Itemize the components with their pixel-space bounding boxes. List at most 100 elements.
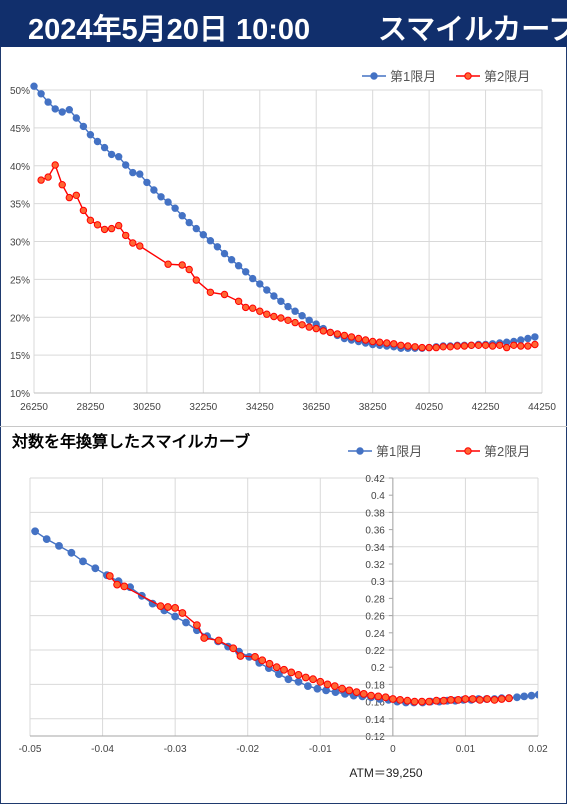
series-1-point (157, 193, 165, 201)
series-1 (30, 82, 539, 352)
y-tick-label: 30% (10, 238, 30, 249)
y-tick-label: 0.3 (371, 577, 385, 588)
series-2-point (136, 242, 144, 250)
series-1-point (206, 237, 215, 245)
y-tick-label: 0.24 (365, 629, 385, 640)
series-1-point (171, 612, 180, 621)
y-tick-label: 10% (10, 389, 30, 400)
series-1-point (129, 168, 137, 177)
x-tick-label: 42250 (472, 402, 500, 413)
series-1-point (150, 186, 158, 194)
series-2-point (454, 696, 463, 704)
series-1-point (107, 150, 116, 159)
series-2-point (312, 324, 320, 333)
y-tick-label: 0.2 (371, 663, 385, 674)
series-2-point (309, 675, 317, 684)
series-2-point (323, 680, 332, 689)
y-tick-label: 0.38 (365, 508, 385, 519)
series-2-point (242, 303, 250, 312)
header-date: 2024年5月20日 10:00 (28, 14, 311, 46)
series-2-point (287, 668, 296, 677)
series-1-point (520, 692, 529, 701)
legend-label-1: 第1限月 (376, 444, 422, 459)
series-2-point (178, 609, 187, 617)
series-2-point (319, 327, 327, 335)
series-2-point (446, 343, 454, 351)
series-2-point (396, 696, 405, 704)
series-2-point (476, 696, 484, 704)
series-2 (105, 572, 513, 706)
series-1-point (93, 137, 102, 146)
series-2-point (359, 690, 368, 698)
series-2-point (277, 314, 285, 322)
series-2-point (265, 659, 274, 668)
y-tick-label: 0.18 (365, 680, 385, 691)
series-2-point (425, 343, 433, 352)
series-2-point (354, 334, 363, 343)
series-1-point (534, 690, 538, 699)
legend-label-1: 第1限月 (390, 69, 436, 84)
series-1-point (30, 82, 38, 90)
series-1-point (304, 682, 312, 691)
series-2-point (280, 665, 288, 674)
x-tick-label: 38250 (359, 402, 387, 413)
series-2-point (483, 695, 492, 703)
series-1-point (182, 618, 190, 627)
series-2-point (51, 161, 59, 169)
series-1-point (178, 212, 186, 220)
series-2-point (468, 695, 477, 703)
x-tick-label: 44250 (528, 402, 556, 413)
series-1-point (171, 204, 179, 212)
y-tick-label: 0.16 (365, 698, 385, 709)
series-2-point (200, 634, 209, 642)
series-1-point (270, 292, 278, 300)
series-1-point (100, 143, 109, 152)
series-1-point (79, 122, 88, 131)
series-2-point (374, 692, 383, 701)
series-2-point (284, 316, 292, 324)
series-2-point (345, 686, 354, 695)
series-1-point (65, 106, 74, 114)
series-2-point (220, 290, 229, 299)
y-tick-label: 0.26 (365, 612, 385, 623)
header-title: スマイルカーブ (378, 14, 567, 46)
series-1-point (294, 677, 303, 686)
series-2-point (330, 682, 339, 691)
series-2-point (171, 604, 180, 612)
series-2-point (425, 697, 434, 706)
series-1-point (305, 316, 313, 324)
x-tick-label: 0.02 (528, 744, 548, 755)
series-2-point (381, 693, 390, 702)
y-tick-label: 50% (10, 86, 30, 97)
header-banner: 2024年5月20日 10:00 スマイルカーブ (0, 0, 567, 47)
series-1-point (37, 90, 45, 98)
series-1-point (242, 268, 250, 276)
series-1-point (42, 535, 51, 543)
series-2-point (376, 338, 384, 346)
series-2-point (236, 652, 245, 660)
series-2-point (214, 636, 223, 645)
series-1-point (517, 336, 525, 344)
series-2-point (481, 341, 490, 349)
series-1-point (291, 307, 299, 315)
series-1-point (524, 334, 532, 343)
series-2-point (100, 225, 109, 234)
series-2-point (178, 261, 186, 269)
y-tick-label: 0.12 (365, 732, 385, 743)
series-1-point (213, 243, 222, 251)
series-2-point (234, 297, 243, 306)
series-1-point (58, 108, 66, 116)
series-2-point (347, 333, 356, 341)
log-annualized-smile-chart: 0.12 0.14 0.16 0.18 0.2 0.22 0.24 0.26 0.28 0.3 0.… (19, 444, 549, 780)
series-1-point (227, 256, 236, 264)
series-2-point (298, 321, 306, 329)
series-2-point (505, 694, 513, 703)
series-1-point (86, 131, 95, 139)
y-tick-label: 0.34 (365, 543, 385, 554)
series-2-point (397, 341, 405, 349)
series-2-point (93, 221, 102, 229)
y-tick-label: 35% (10, 200, 30, 211)
series-1-point (531, 333, 539, 341)
y-tick-label: 45% (10, 124, 30, 135)
series-2-point (460, 342, 469, 350)
